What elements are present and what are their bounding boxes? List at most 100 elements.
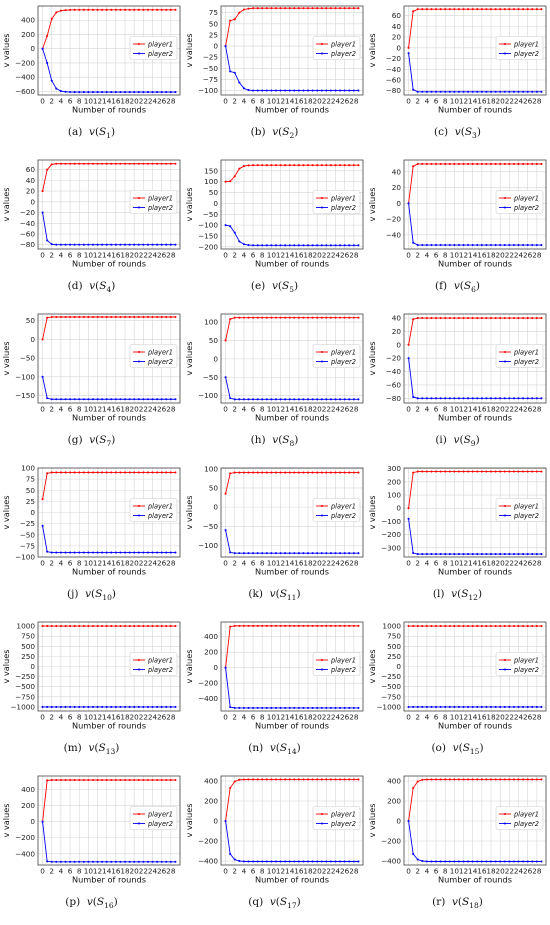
data-point-player1 — [123, 8, 127, 11]
data-point-player1 — [343, 778, 346, 781]
data-point-player1 — [430, 470, 433, 473]
data-point-player2 — [535, 244, 538, 247]
x-tick-label: 14 — [468, 559, 478, 568]
data-point-player1 — [357, 164, 360, 167]
data-point-player1 — [169, 162, 172, 165]
data-point-player1 — [462, 8, 465, 11]
y-tick-label: 0 — [30, 508, 35, 517]
x-tick-label: 2 — [49, 405, 54, 414]
data-point-player2 — [110, 398, 113, 401]
data-point-player1 — [407, 507, 410, 510]
caption-function: v — [272, 434, 279, 446]
line-chart: 0 2 4 6 8 10 12 14 16 18 20 22 24 26 28−100−50050100Nu… — [184, 464, 364, 577]
y-tick-label: −50 — [203, 64, 219, 73]
data-point-player2 — [142, 91, 145, 94]
data-point-player2 — [457, 705, 461, 709]
legend-marker-player1 — [320, 504, 324, 508]
data-point-player1 — [320, 778, 323, 781]
data-point-player2 — [407, 357, 410, 360]
data-point-player1 — [453, 316, 456, 320]
y-tick-label: −400 — [198, 857, 218, 866]
x-tick-label: 4 — [59, 97, 64, 106]
data-point-player2 — [96, 243, 99, 246]
data-point-player1 — [439, 8, 442, 11]
data-point-player2 — [46, 397, 49, 400]
x-tick-label: 8 — [260, 405, 265, 414]
data-point-player1 — [256, 624, 259, 627]
x-axis-label: Number of rounds — [72, 413, 146, 423]
x-tick-label: 16 — [294, 97, 304, 106]
y-tick-label: −50 — [203, 522, 219, 531]
plot-frame — [403, 467, 547, 558]
data-point-player2 — [522, 553, 525, 556]
x-tick-label: 22 — [139, 251, 148, 260]
data-point-player2 — [137, 860, 140, 863]
x-tick-label: 14 — [102, 559, 112, 568]
data-point-player1 — [480, 316, 483, 320]
x-tick-label: 6 — [434, 251, 439, 260]
x-tick-label: 8 — [77, 405, 82, 414]
data-point-player1 — [55, 11, 58, 14]
data-point-player2 — [508, 244, 511, 247]
data-point-player1 — [133, 624, 136, 628]
data-point-player1 — [174, 8, 177, 11]
data-point-player1 — [156, 315, 159, 319]
x-tick-label: 8 — [443, 405, 448, 414]
x-tick-label: 2 — [415, 559, 420, 568]
data-point-player1 — [128, 778, 131, 782]
caption-subscript: 3 — [472, 131, 477, 141]
x-tick-label: 24 — [331, 713, 341, 722]
data-point-player1 — [297, 778, 300, 781]
data-point-player2 — [306, 244, 310, 247]
data-point-player2 — [256, 706, 259, 709]
data-point-player1 — [339, 316, 342, 319]
data-point-player2 — [430, 244, 433, 247]
data-point-player2 — [165, 705, 168, 709]
caption-set: S — [282, 280, 290, 292]
y-tick-label: −400 — [15, 849, 35, 858]
legend-label-player1: player1 — [147, 194, 173, 202]
data-point-player2 — [123, 860, 127, 863]
data-point-player1 — [96, 471, 99, 474]
data-point-player2 — [156, 243, 159, 246]
data-point-player1 — [339, 624, 342, 627]
data-point-player1 — [531, 624, 534, 628]
data-point-player1 — [517, 778, 520, 781]
data-point-player1 — [101, 624, 104, 628]
data-point-player1 — [453, 778, 456, 781]
x-tick-label: 14 — [468, 251, 478, 260]
data-point-player1 — [316, 316, 319, 319]
x-tick-label: 28 — [166, 251, 176, 260]
data-point-player1 — [174, 624, 177, 628]
data-point-player1 — [448, 316, 451, 320]
chart-panel-m: 0 2 4 6 8 10 12 14 16 18 20 22 24 26 28 −1000 −750 −500 −2… — [0, 616, 183, 768]
data-point-player2 — [435, 90, 438, 93]
data-point-player2 — [444, 860, 447, 863]
data-point-player1 — [343, 471, 346, 474]
y-tick-label: 40 — [392, 167, 402, 176]
data-point-player1 — [508, 624, 511, 628]
x-tick-label: 28 — [532, 405, 542, 414]
data-point-player1 — [160, 315, 163, 319]
data-point-player2 — [471, 397, 474, 400]
data-point-player2 — [133, 243, 136, 246]
data-point-player2 — [494, 90, 497, 93]
data-point-player2 — [55, 398, 58, 401]
caption-set: S — [282, 434, 290, 446]
data-point-player1 — [311, 778, 314, 781]
caption-set: S — [95, 588, 103, 600]
data-point-player2 — [174, 91, 177, 94]
caption-label: (i) — [435, 434, 454, 446]
plot-frame — [403, 775, 547, 866]
data-point-player1 — [46, 779, 49, 782]
data-point-player1 — [69, 471, 72, 474]
data-point-player2 — [531, 90, 534, 93]
data-point-player2 — [352, 706, 355, 709]
data-point-player1 — [348, 316, 351, 319]
legend-label-player2: player2 — [147, 820, 173, 828]
data-point-player2 — [82, 91, 85, 94]
y-tick-label: −75 — [203, 75, 218, 84]
data-point-player2 — [494, 705, 497, 709]
data-point-player2 — [489, 860, 493, 863]
